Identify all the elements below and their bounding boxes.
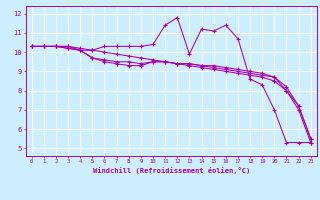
X-axis label: Windchill (Refroidissement éolien,°C): Windchill (Refroidissement éolien,°C) bbox=[92, 167, 250, 174]
